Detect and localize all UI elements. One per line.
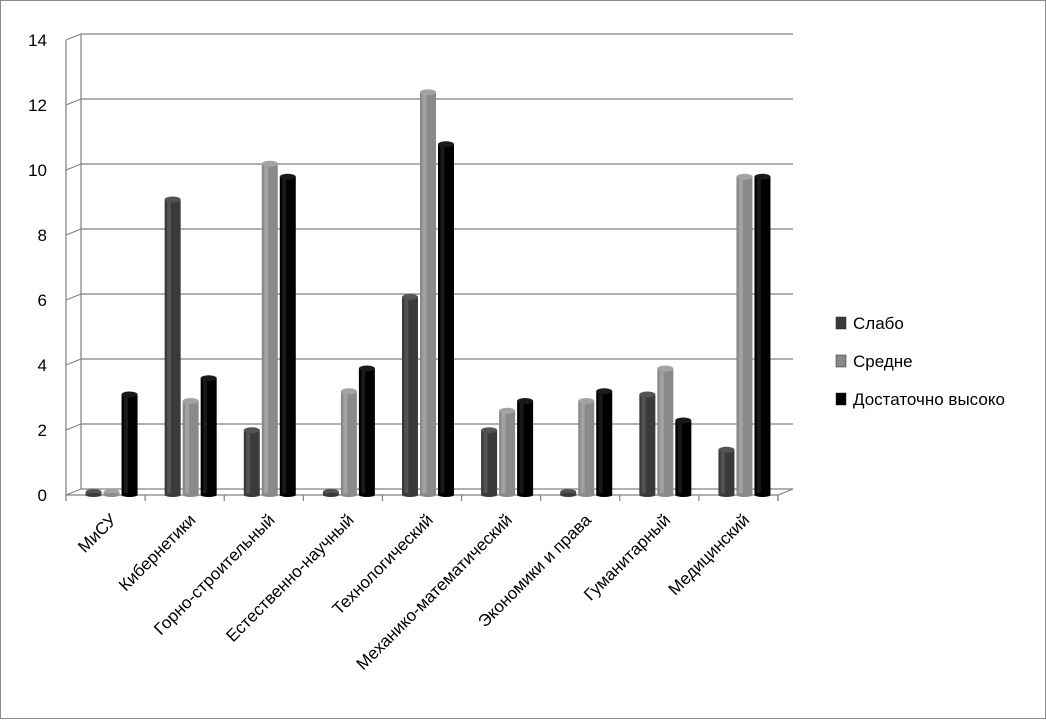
gridline-wall-tick xyxy=(65,33,82,41)
bar xyxy=(340,388,357,497)
bar xyxy=(736,173,753,497)
y-tick-label: 14 xyxy=(28,31,47,50)
legend-label: Слабо xyxy=(853,314,904,333)
bar xyxy=(438,141,454,497)
y-tick-label: 8 xyxy=(38,226,47,245)
bar xyxy=(639,391,656,497)
bar xyxy=(675,417,692,497)
bar xyxy=(121,391,138,497)
bar xyxy=(103,489,120,497)
legend-label: Достаточно высоко xyxy=(853,390,1005,409)
bar xyxy=(402,294,418,497)
bar xyxy=(279,173,296,497)
bar xyxy=(164,196,181,497)
x-category-label: Механико-математический xyxy=(353,510,516,673)
gridline-wall-tick xyxy=(65,163,82,171)
bar xyxy=(85,489,102,497)
gridline-wall-tick xyxy=(65,228,82,236)
y-tick-label: 4 xyxy=(38,356,47,375)
x-category-label: Естественно-научный xyxy=(222,510,357,645)
bar xyxy=(243,427,260,497)
bar xyxy=(322,489,339,497)
bar xyxy=(578,398,595,497)
bar xyxy=(657,365,674,497)
legend-swatch xyxy=(835,392,847,406)
y-tick-label: 10 xyxy=(28,161,47,180)
gridline-wall-tick xyxy=(65,358,82,366)
bar xyxy=(261,160,278,497)
gridline-wall-tick xyxy=(65,423,82,431)
bar xyxy=(596,388,613,497)
bar xyxy=(358,365,375,497)
y-tick-label: 0 xyxy=(38,486,47,505)
legend-label: Средне xyxy=(853,352,913,371)
y-tick-label: 2 xyxy=(38,421,47,440)
bar xyxy=(420,89,436,497)
x-category-label: Медицинский xyxy=(665,510,754,599)
y-tick-label: 6 xyxy=(38,291,47,310)
legend-swatch xyxy=(835,316,847,330)
gridline-wall-tick xyxy=(65,488,82,496)
bar xyxy=(499,407,516,497)
gridline-wall-tick xyxy=(65,293,82,301)
x-category-label: Кибернетики xyxy=(115,510,199,594)
bar xyxy=(560,489,577,497)
bar xyxy=(200,375,217,497)
x-category-label: МиСУ xyxy=(74,510,120,556)
bar xyxy=(754,173,771,497)
bar xyxy=(718,446,735,497)
gridline-wall-tick xyxy=(65,98,82,106)
bar xyxy=(517,398,534,497)
legend-swatch xyxy=(835,354,847,368)
bar xyxy=(481,427,498,497)
y-tick-label: 12 xyxy=(28,96,47,115)
bar xyxy=(182,398,199,497)
